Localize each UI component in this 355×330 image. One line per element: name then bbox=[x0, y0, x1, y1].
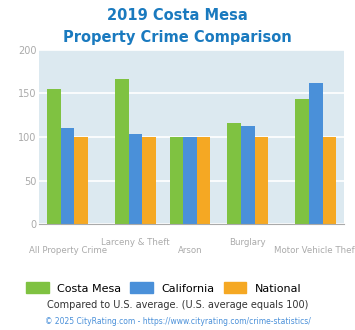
Text: All Property Crime: All Property Crime bbox=[28, 246, 106, 255]
Legend: Costa Mesa, California, National: Costa Mesa, California, National bbox=[26, 282, 301, 294]
Bar bbox=[255, 137, 268, 224]
Text: Larceny & Theft: Larceny & Theft bbox=[101, 238, 170, 247]
Text: Arson: Arson bbox=[178, 246, 202, 255]
Text: Compared to U.S. average. (U.S. average equals 100): Compared to U.S. average. (U.S. average … bbox=[47, 300, 308, 310]
Bar bbox=[61, 128, 75, 224]
Bar bbox=[142, 137, 156, 224]
Bar bbox=[183, 137, 197, 224]
Bar bbox=[228, 123, 241, 224]
Text: © 2025 CityRating.com - https://www.cityrating.com/crime-statistics/: © 2025 CityRating.com - https://www.city… bbox=[45, 317, 310, 326]
Bar bbox=[129, 134, 142, 224]
Bar bbox=[309, 83, 323, 224]
Bar bbox=[323, 137, 336, 224]
Bar bbox=[241, 126, 255, 224]
Text: Motor Vehicle Theft: Motor Vehicle Theft bbox=[274, 246, 355, 255]
Bar bbox=[47, 89, 61, 224]
Text: 2019 Costa Mesa: 2019 Costa Mesa bbox=[107, 8, 248, 23]
Text: Property Crime Comparison: Property Crime Comparison bbox=[63, 30, 292, 45]
Bar bbox=[197, 137, 211, 224]
Bar bbox=[75, 137, 88, 224]
Bar bbox=[115, 79, 129, 224]
Text: Burglary: Burglary bbox=[229, 238, 266, 247]
Bar bbox=[170, 137, 183, 224]
Bar bbox=[295, 99, 309, 224]
